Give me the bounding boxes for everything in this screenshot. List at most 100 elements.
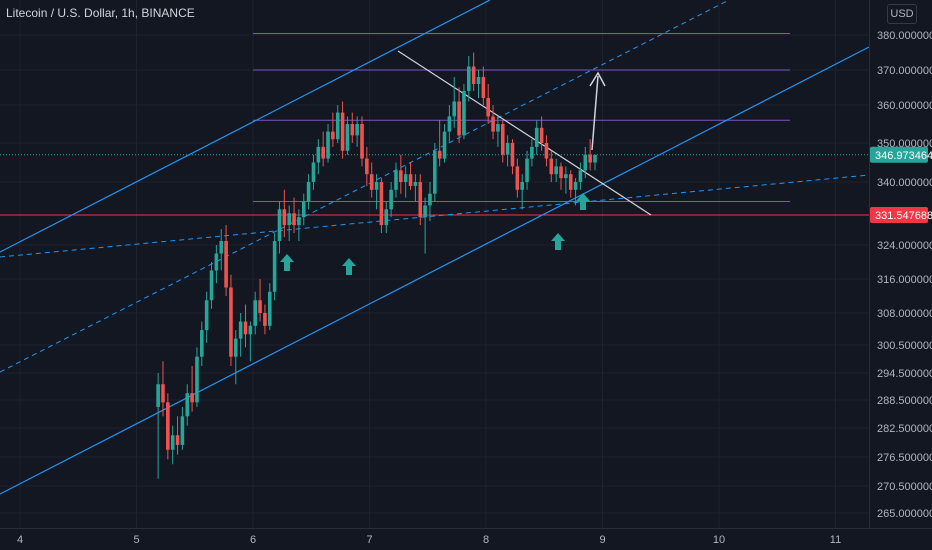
candle	[476, 70, 481, 98]
candle-body	[408, 174, 413, 186]
candle-body	[185, 393, 190, 417]
price-badges: 346.973464 331.547688	[870, 146, 932, 223]
candle-body	[466, 66, 471, 91]
price-tick-label: 265.000000	[877, 508, 932, 520]
candle-body	[564, 174, 568, 179]
price-tick-label: 276.500000	[877, 452, 932, 464]
price-tick-label: 360.000000	[877, 100, 932, 112]
candle-body	[204, 300, 209, 331]
candle-body	[452, 101, 457, 117]
candle-body	[403, 174, 408, 182]
candle-body	[258, 300, 262, 313]
candle	[384, 201, 389, 234]
price-badge	[870, 146, 928, 163]
candle	[292, 197, 296, 234]
candle	[316, 139, 321, 175]
candle	[331, 112, 335, 147]
candle	[457, 87, 461, 143]
candle	[413, 174, 418, 202]
price-tick-label: 270.500000	[877, 481, 932, 493]
candle	[374, 174, 379, 210]
candle	[229, 274, 233, 366]
candle-body	[350, 124, 355, 136]
candle	[423, 197, 427, 254]
candle-body	[360, 124, 364, 159]
price-tick-label: 308.000000	[877, 308, 932, 320]
candle	[350, 112, 355, 143]
time-tick-label: 8	[483, 534, 489, 546]
candle	[214, 245, 219, 284]
descending-resistance-line	[397, 50, 652, 216]
candle-body	[554, 166, 558, 175]
candle-body	[272, 241, 277, 292]
price-tick-label: 282.500000	[877, 423, 932, 435]
time-axis: 4 5 6 7 8 9 10 11	[17, 534, 841, 546]
price-tick-label: 380.000000	[877, 30, 932, 42]
candle-body	[442, 131, 447, 159]
candle-body	[243, 321, 248, 335]
candle-body	[233, 338, 238, 357]
candle-body	[321, 146, 325, 159]
candle	[428, 182, 432, 222]
candle	[345, 116, 350, 155]
candle-body	[389, 189, 393, 210]
candle	[437, 120, 442, 167]
candle	[369, 162, 374, 198]
price-tick-label: 316.000000	[877, 274, 932, 286]
candle-body	[345, 124, 350, 151]
candle	[530, 139, 534, 167]
candle	[442, 124, 447, 163]
candle	[267, 283, 272, 331]
candle	[190, 366, 194, 412]
candle	[539, 116, 544, 151]
currency-button[interactable]: USD	[887, 4, 917, 24]
candle-body	[476, 77, 481, 84]
price-tick-label: 324.000000	[877, 240, 932, 252]
candle	[297, 209, 301, 242]
candle	[365, 146, 369, 186]
candle	[564, 166, 568, 194]
candle	[593, 154, 597, 171]
candle	[578, 162, 583, 190]
candle	[505, 135, 510, 167]
candle	[408, 162, 413, 190]
candle	[534, 120, 539, 155]
candle	[282, 189, 287, 238]
candle-body	[355, 124, 359, 136]
candle-body	[510, 143, 515, 167]
candle-body	[224, 241, 228, 288]
candle-body	[301, 201, 306, 218]
projection-arrow-head	[589, 71, 606, 87]
candle	[520, 174, 524, 210]
price-tick-label: 370.000000	[877, 65, 932, 77]
candle	[355, 116, 359, 147]
candle-body	[277, 209, 282, 242]
candle-body	[549, 158, 554, 175]
candle-body	[384, 209, 389, 226]
channel-lower-line	[0, 46, 870, 495]
candle	[263, 304, 267, 335]
candle-body	[583, 154, 588, 171]
candle-body	[515, 166, 520, 190]
candle-body	[209, 270, 214, 301]
candle-body	[195, 356, 199, 403]
price-tick-label: 300.500000	[877, 340, 932, 352]
candle	[166, 393, 170, 460]
candle	[544, 135, 549, 167]
candle	[258, 279, 262, 322]
candle	[496, 116, 500, 147]
candle	[452, 77, 457, 128]
symbol-header: Litecoin / U.S. Dollar, 1h, BINANCE	[6, 6, 195, 20]
candle-body	[530, 146, 534, 159]
candle-body	[578, 170, 583, 182]
candle-body	[379, 182, 384, 226]
candle-body	[471, 66, 476, 84]
candle	[399, 154, 403, 194]
candle-body	[161, 384, 165, 403]
time-tick-label: 4	[17, 534, 23, 546]
candle	[360, 116, 364, 167]
time-tick-label: 9	[599, 534, 605, 546]
candle-body	[170, 435, 175, 450]
candle	[491, 105, 495, 140]
